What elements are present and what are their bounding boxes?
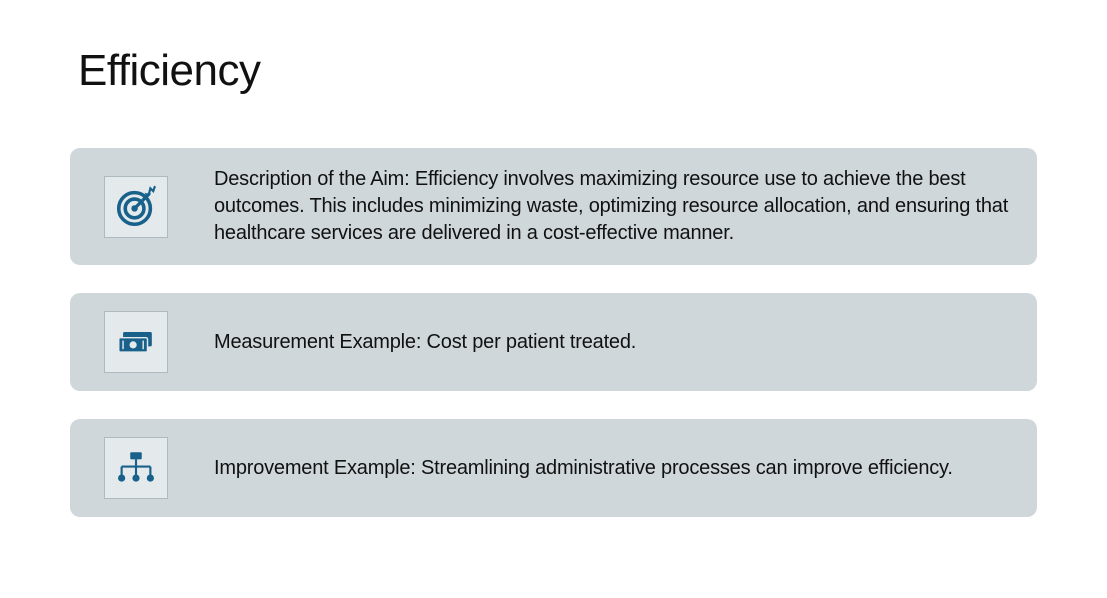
target-icon xyxy=(104,176,168,238)
card-improvement: Improvement Example: Streamlining admini… xyxy=(70,419,1037,517)
org-chart-icon xyxy=(104,437,168,499)
page-title: Efficiency xyxy=(78,46,1037,96)
money-icon xyxy=(104,311,168,373)
card-description: Description of the Aim: Efficiency invol… xyxy=(70,148,1037,265)
card-list: Description of the Aim: Efficiency invol… xyxy=(70,148,1037,517)
card-measurement: Measurement Example: Cost per patient tr… xyxy=(70,293,1037,391)
card-text: Description of the Aim: Efficiency invol… xyxy=(214,166,1009,247)
card-text: Improvement Example: Streamlining admini… xyxy=(214,455,953,482)
card-text: Measurement Example: Cost per patient tr… xyxy=(214,329,636,356)
